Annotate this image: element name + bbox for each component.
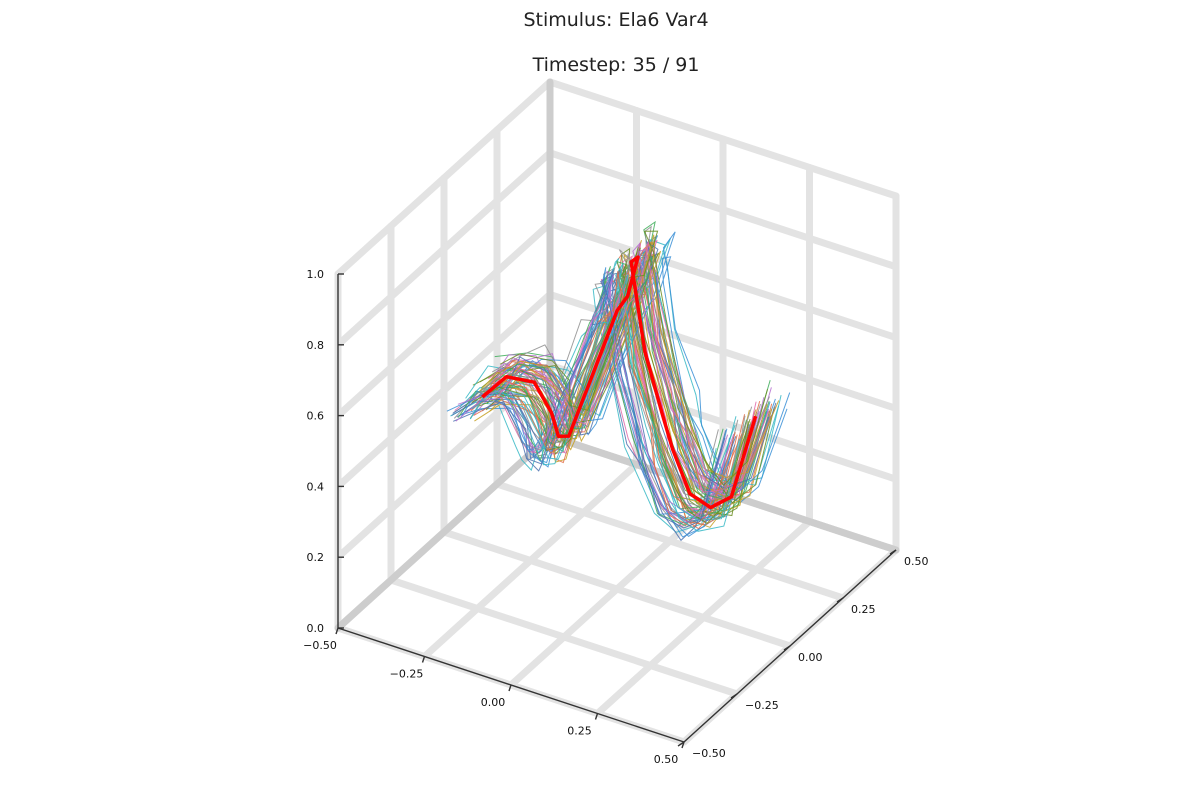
grid-layer — [334, 78, 900, 746]
chart-title: Stimulus: Ela6 Var4 — [523, 9, 708, 31]
chart-subtitle: Timestep: 35 / 91 — [532, 54, 700, 76]
ensemble-trajectory — [454, 278, 732, 528]
y-tick-mark — [677, 741, 685, 747]
z-tick-label: 0.4 — [307, 480, 325, 493]
wall-gridline-horizontal — [334, 220, 554, 420]
ensemble-layer — [446, 220, 791, 542]
wall-gridline-horizontal — [334, 78, 554, 278]
ensemble-trajectory — [484, 253, 755, 501]
z-tick-label: 0.0 — [307, 622, 325, 635]
wall-gridline-horizontal — [546, 78, 900, 200]
wall-gridline-horizontal — [334, 290, 554, 490]
x-tick-label: 0.00 — [481, 696, 506, 709]
y-tick-mark — [889, 549, 897, 555]
tick-layer: −0.50 −0.25 0.00 0.25 0.50 −0.50 −0.25 0.00 0.25… — [303, 268, 928, 766]
back-floor-edge — [334, 432, 554, 632]
x-tick-label: −0.25 — [390, 668, 424, 681]
ensemble-trajectory — [471, 274, 748, 532]
ensemble-trajectory — [504, 240, 777, 490]
y-tick-label: −0.50 — [692, 747, 726, 760]
z-tick-label: 0.6 — [307, 410, 325, 423]
y-tick-label: −0.25 — [745, 699, 779, 712]
wall-gridline-horizontal — [334, 149, 554, 349]
x-tick-mark — [508, 684, 512, 692]
z-tick-label: 1.0 — [307, 268, 325, 281]
floor-gridline-x — [594, 518, 813, 717]
y-tick-mark — [730, 693, 738, 699]
ensemble-trajectory — [498, 239, 777, 501]
ensemble-trajectory — [505, 252, 775, 504]
x-tick-label: −0.50 — [303, 639, 337, 652]
y-tick-mark — [836, 597, 844, 603]
ensemble-trajectory — [459, 268, 736, 521]
ensemble-trajectory — [471, 259, 751, 524]
series-layer — [481, 255, 758, 510]
ensemble-trajectory — [478, 249, 753, 502]
y-tick-label: 0.25 — [851, 603, 876, 616]
y-tick-label: 0.50 — [904, 555, 929, 568]
target-skeleton-line — [481, 255, 758, 510]
ensemble-trajectory — [457, 270, 735, 519]
x-tick-mark — [335, 627, 339, 635]
x-tick-label: 0.25 — [567, 725, 592, 738]
z-tick-label: 0.2 — [307, 551, 325, 564]
axis-layer — [335, 273, 897, 749]
floor-gridline-y — [440, 528, 794, 650]
ensemble-trajectory — [451, 268, 726, 529]
x-tick-label: 0.50 — [654, 753, 679, 766]
y-tick-mark — [783, 645, 791, 651]
z-tick-label: 0.8 — [307, 339, 325, 352]
ensemble-trajectory — [468, 270, 736, 528]
ensemble-trajectory — [491, 242, 767, 495]
wall-gridline-horizontal — [546, 149, 900, 271]
ensemble-trajectory — [470, 272, 743, 518]
ensemble-trajectory — [497, 239, 770, 493]
ensemble-trajectory — [474, 253, 746, 508]
y-tick-label: 0.00 — [798, 651, 823, 664]
floor-gridline-y — [493, 480, 847, 602]
ensemble-trajectory — [493, 241, 761, 486]
x-tick-mark — [421, 656, 426, 663]
ensemble-trajectory — [494, 256, 770, 502]
x-tick-mark — [594, 713, 599, 720]
wall-gridline-horizontal — [546, 220, 900, 342]
